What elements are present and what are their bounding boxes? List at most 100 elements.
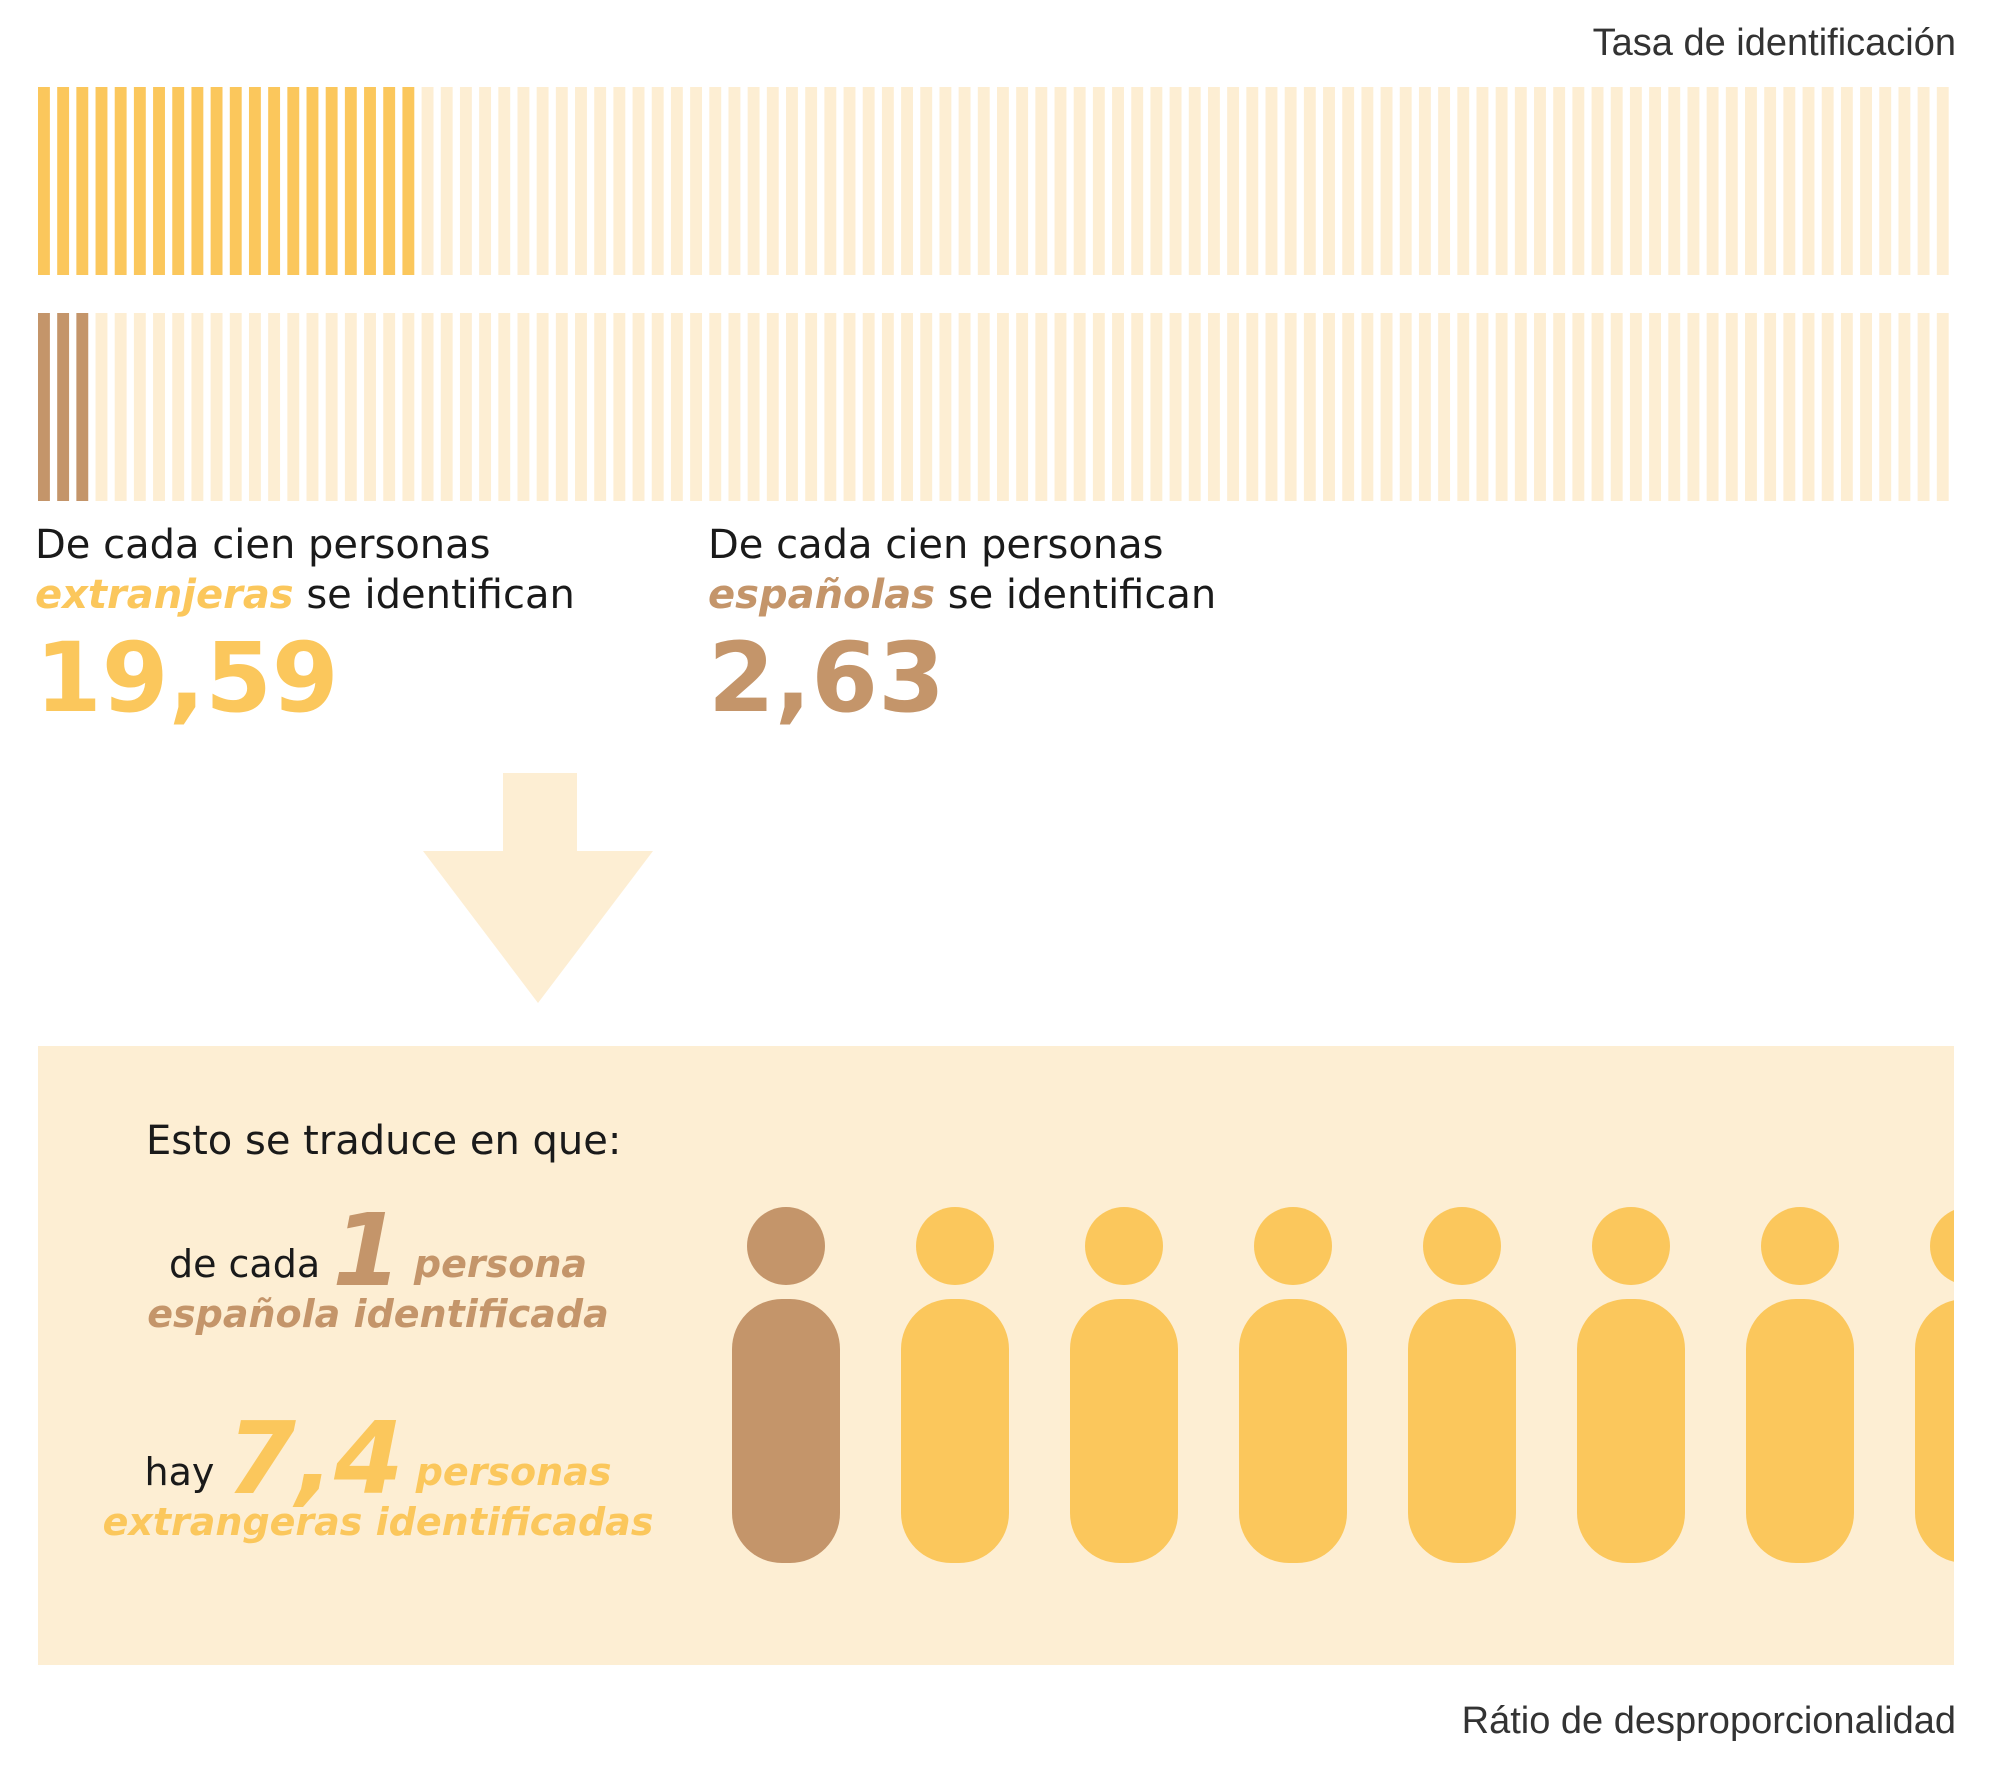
spaniards-bar-unit-98 xyxy=(1898,313,1911,501)
spaniards-bar-unit-30 xyxy=(594,313,607,501)
foreigners-bar-unit-24 xyxy=(479,87,492,275)
foreigners-bar-unit-71 xyxy=(1380,87,1393,275)
spaniards-bar-unit-91 xyxy=(1764,313,1777,501)
foreigners-bar-unit-67 xyxy=(1303,87,1316,275)
foreigners-stat: De cada cien personas extranjeras se ide… xyxy=(35,520,575,728)
spaniards-bar-unit-72 xyxy=(1399,313,1412,501)
spaniards-bar-unit-68 xyxy=(1323,313,1335,501)
spaniards-bar-unit-56 xyxy=(1092,313,1105,501)
spaniards-bar-unit-29 xyxy=(575,313,587,501)
spaniards-bar-unit-54 xyxy=(1054,313,1067,501)
foreigners-bar-unit-59 xyxy=(1150,87,1163,275)
spaniards-bar-unit-16 xyxy=(325,313,338,501)
person-icon-foreigner-2 xyxy=(1070,1207,1178,1563)
foreigners-bar-unit-98 xyxy=(1898,87,1911,275)
foreigners-bar-unit-89 xyxy=(1725,87,1738,275)
foreigners-bar-unit-49 xyxy=(958,87,971,275)
foreigners-bar-unit-72 xyxy=(1399,87,1412,275)
ratio-line2-prefix: hay xyxy=(144,1450,215,1494)
person-icon-foreigner-7 xyxy=(1915,1210,1954,1562)
foreigners-bar-unit-19 xyxy=(383,87,396,275)
ratio-line1-emphasis: persona xyxy=(413,1242,588,1286)
foreigners-bar-unit-40 xyxy=(786,87,798,275)
spaniards-bar-unit-40 xyxy=(786,313,798,501)
foreigners-bar-unit-78 xyxy=(1514,87,1527,275)
spaniards-bar-unit-44 xyxy=(862,313,875,501)
person-icon-foreigner-3 xyxy=(1239,1207,1347,1563)
ratio-line1-prefix: de cada xyxy=(168,1242,321,1286)
foreigners-bar-unit-91 xyxy=(1764,87,1777,275)
foreigners-bar-unit-26 xyxy=(517,87,530,275)
spaniards-bar-unit-45 xyxy=(881,313,894,501)
foreigners-bar-unit-48 xyxy=(939,87,952,275)
foreigners-bar-unit-32 xyxy=(632,87,645,275)
foreigners-bar-unit-33 xyxy=(651,87,664,275)
spaniards-bar-unit-23 xyxy=(459,313,472,501)
spaniards-bar-unit-15 xyxy=(306,313,319,501)
spaniards-bar-unit-95 xyxy=(1840,313,1853,501)
foreigners-bar-unit-3 xyxy=(76,87,89,275)
spaniards-bar-unit-84 xyxy=(1629,313,1642,501)
spaniards-bar-unit-96 xyxy=(1860,313,1872,501)
spaniards-bar-unit-86 xyxy=(1668,313,1681,501)
spaniards-bar-unit-60 xyxy=(1169,313,1182,501)
foreigners-bar-unit-11 xyxy=(229,87,242,275)
spaniards-stat-line1: De cada cien personas xyxy=(708,522,1164,568)
spaniards-bar-unit-94 xyxy=(1821,313,1834,501)
foreigners-bar-unit-9 xyxy=(191,87,204,275)
spaniards-bar-unit-79 xyxy=(1534,313,1546,501)
spaniards-bar-unit-74 xyxy=(1438,313,1451,501)
foreigners-bar-unit-4 xyxy=(95,87,108,275)
spaniards-bar-unit-67 xyxy=(1303,313,1316,501)
identification-rate-bars xyxy=(38,87,1949,501)
spaniards-bar-unit-34 xyxy=(670,313,683,501)
spaniards-bar-unit-85 xyxy=(1649,313,1662,501)
foreigners-bar-unit-45 xyxy=(881,87,894,275)
foreigners-bar-unit-41 xyxy=(805,87,818,275)
foreigners-bar-unit-25 xyxy=(498,87,511,275)
foreigners-bar-unit-36 xyxy=(709,87,722,275)
spaniards-bar-unit-31 xyxy=(613,313,626,501)
foreigners-bar-unit-66 xyxy=(1284,87,1297,275)
foreigners-bar-unit-54 xyxy=(1054,87,1067,275)
foreigners-bar-unit-16 xyxy=(325,87,338,275)
foreigners-bar-unit-95 xyxy=(1840,87,1853,275)
spaniards-bar-unit-77 xyxy=(1495,313,1508,501)
foreigners-bar-unit-18 xyxy=(364,87,376,275)
foreigners-bar-unit-46 xyxy=(901,87,913,275)
spaniards-bar-unit-100 xyxy=(1936,313,1949,501)
spaniards-bar-unit-75 xyxy=(1457,313,1470,501)
foreigners-bar-unit-88 xyxy=(1706,87,1719,275)
foreigners-bar-unit-61 xyxy=(1188,87,1201,275)
foreigners-bar-unit-35 xyxy=(690,87,703,275)
spaniards-bar-unit-55 xyxy=(1073,313,1086,501)
foreigners-bar-unit-31 xyxy=(613,87,626,275)
person-icon-foreigner-6 xyxy=(1746,1207,1854,1563)
spaniards-bar-unit-81 xyxy=(1572,313,1585,501)
foreigners-rate-value: 19,59 xyxy=(35,622,339,734)
spaniards-bar-unit-26 xyxy=(517,313,530,501)
spaniards-bar-unit-90 xyxy=(1745,313,1757,501)
ratio-line1-emphasis-2: española identificada xyxy=(147,1292,609,1336)
foreigners-bar-unit-13 xyxy=(268,87,281,275)
foreigners-bar-unit-47 xyxy=(920,87,933,275)
spaniards-stat-emphasis: españolas xyxy=(708,572,936,618)
spaniards-bar-unit-10 xyxy=(210,313,223,501)
spaniards-bar-unit-20 xyxy=(402,313,415,501)
spaniards-bar-unit-88 xyxy=(1706,313,1719,501)
spaniards-bar-unit-87 xyxy=(1687,313,1700,501)
foreigners-bar-unit-5 xyxy=(114,87,127,275)
foreigners-bar-unit-17 xyxy=(344,87,357,275)
foreigners-bar-unit-76 xyxy=(1476,87,1489,275)
spaniards-rate-value: 2,63 xyxy=(708,622,945,734)
spaniards-bar-unit-99 xyxy=(1917,313,1930,501)
foreigners-bar-unit-79 xyxy=(1534,87,1546,275)
spaniards-bar-unit-11 xyxy=(229,313,242,501)
ratio-line2-number: 7,4 xyxy=(226,1400,404,1517)
person-icon-foreigner-1 xyxy=(901,1207,1009,1563)
foreigners-bar-unit-99 xyxy=(1917,87,1930,275)
foreigners-bar-unit-81 xyxy=(1572,87,1585,275)
foreigners-bar-unit-50 xyxy=(977,87,990,275)
rate-label: Tasa de identificación xyxy=(1592,22,1956,64)
spaniards-bar-unit-43 xyxy=(843,313,856,501)
